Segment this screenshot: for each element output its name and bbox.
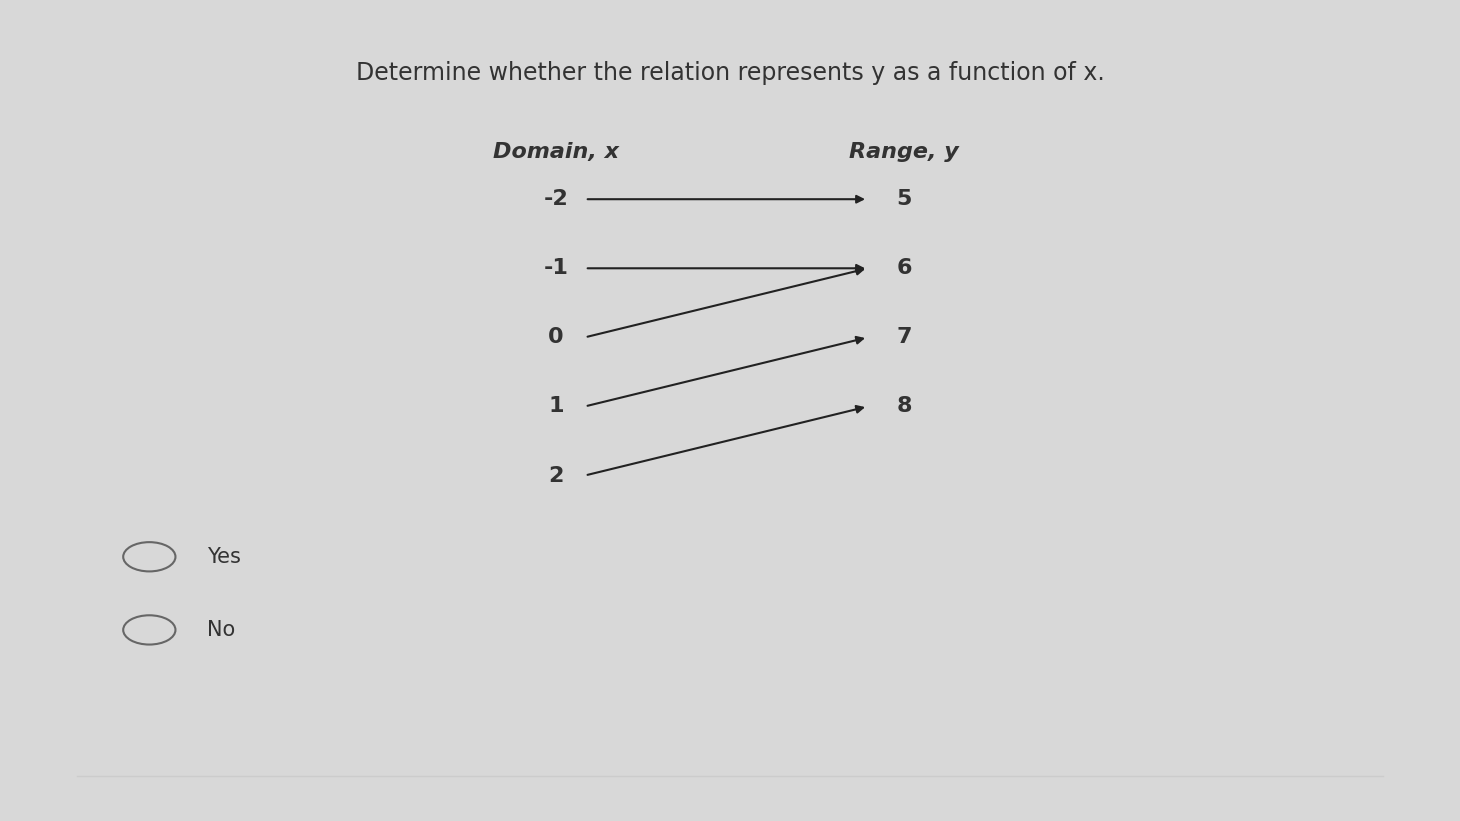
Text: 8: 8 — [896, 397, 912, 416]
Text: Determine whether the relation represents y as a function of x.: Determine whether the relation represent… — [356, 61, 1104, 85]
Text: Yes: Yes — [207, 547, 241, 566]
Text: -1: -1 — [543, 259, 568, 278]
Text: 7: 7 — [896, 328, 912, 347]
Text: 6: 6 — [896, 259, 912, 278]
Text: Domain, x: Domain, x — [493, 142, 619, 163]
Text: -2: -2 — [543, 189, 568, 209]
Text: 5: 5 — [896, 189, 912, 209]
Text: 1: 1 — [548, 397, 564, 416]
Text: 2: 2 — [548, 466, 564, 485]
Text: Range, y: Range, y — [850, 142, 959, 163]
Text: No: No — [207, 620, 235, 640]
Text: 0: 0 — [548, 328, 564, 347]
